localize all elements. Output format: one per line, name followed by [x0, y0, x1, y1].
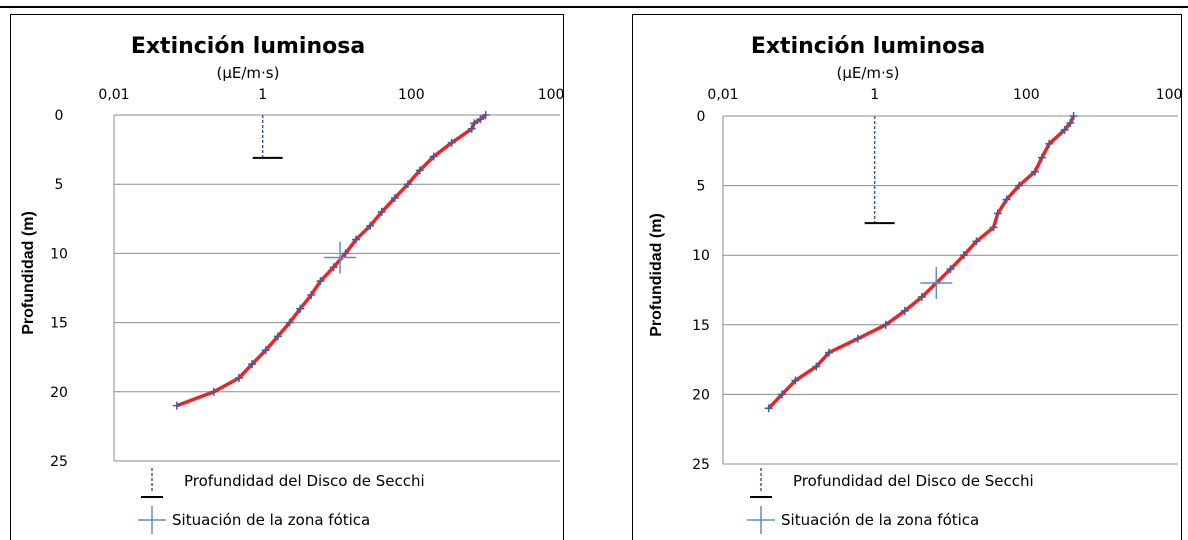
data-point	[341, 249, 350, 258]
data-point	[172, 401, 181, 410]
data-point	[993, 209, 1002, 218]
data-point	[812, 362, 821, 371]
data-point	[329, 263, 338, 272]
data-point	[1002, 195, 1011, 204]
data-point	[989, 223, 998, 232]
x-tick-label: 10000	[538, 87, 563, 103]
data-point	[1069, 112, 1078, 120]
chart-panel-right: Extinción luminosa (µE/m·s) 0 5 10 15 20 25 0,01…	[632, 14, 1182, 540]
data-point	[403, 180, 412, 189]
data-point	[825, 348, 834, 357]
y-axis-label: Profundidad (m)	[648, 213, 665, 337]
y-tick-label: 15	[692, 318, 710, 334]
y-tick-label: 0	[697, 109, 706, 125]
data-point	[881, 320, 890, 329]
x-tick-label: 0,01	[98, 87, 129, 103]
data-point	[470, 119, 479, 128]
y-tick-label: 5	[697, 179, 706, 195]
data-point	[1014, 181, 1023, 190]
data-point	[296, 304, 305, 313]
data-point	[234, 373, 243, 382]
data-point	[248, 360, 257, 369]
data-point	[853, 334, 862, 343]
data-point	[429, 152, 438, 161]
data-point	[209, 387, 218, 396]
data-point	[366, 221, 375, 230]
data-point	[1030, 167, 1039, 176]
y-axis-label: Profundidad (m)	[20, 211, 37, 335]
data-point	[778, 390, 787, 399]
data-point	[1045, 139, 1054, 148]
data-point	[377, 207, 386, 216]
y-tick-label: 10	[50, 246, 68, 262]
chart-subtitle: (µE/m·s)	[217, 64, 280, 82]
top-rule	[0, 6, 1188, 8]
legend-photic-label: Situación de la zona fótica	[781, 511, 979, 529]
x-tick-label: 1	[870, 87, 879, 103]
data-point	[1060, 125, 1069, 134]
chart-title: Extinción luminosa	[131, 34, 365, 59]
data-point	[273, 332, 282, 341]
data-point	[476, 115, 485, 124]
y-tick-label: 5	[55, 177, 64, 193]
y-tick-label: 0	[55, 108, 64, 124]
x-tick-label: 10000	[1156, 87, 1181, 103]
legend-secchi-label: Profundidad del Disco de Secchi	[793, 472, 1034, 490]
data-point	[316, 277, 325, 286]
data-point	[415, 166, 424, 175]
legend-photic-label: Situación de la zona fótica	[172, 511, 370, 529]
data-point	[447, 138, 456, 147]
data-point	[481, 111, 490, 119]
x-tick-label: 0,01	[707, 87, 738, 103]
data-point	[467, 124, 476, 133]
data-point	[791, 376, 800, 385]
data-point	[900, 306, 909, 315]
data-point	[1066, 118, 1075, 127]
data-point	[959, 251, 968, 260]
data-point	[764, 404, 773, 413]
x-tick-label: 100	[1013, 87, 1040, 103]
series-line	[176, 113, 487, 408]
y-tick-label: 25	[50, 454, 68, 470]
y-tick-label: 20	[50, 385, 68, 401]
chart-panel-left: Extinción luminosa (µE/m·s) 0 5 10 15 20 25 0,01…	[10, 14, 564, 540]
y-tick-label: 20	[692, 387, 710, 403]
legend-secchi-label: Profundidad del Disco de Secchi	[184, 472, 425, 490]
chart-right: Extinción luminosa (µE/m·s) 0 5 10 15 20 25 0,01…	[648, 34, 1181, 534]
chart-title: Extinción luminosa	[751, 34, 985, 59]
data-point	[972, 237, 981, 246]
series-line	[767, 115, 1076, 410]
data-point	[285, 318, 294, 327]
data-point	[351, 235, 360, 244]
y-tick-label: 25	[692, 457, 710, 473]
data-point	[390, 194, 399, 203]
data-point	[1037, 153, 1046, 162]
x-tick-label: 1	[258, 87, 267, 103]
y-tick-label: 10	[692, 248, 710, 264]
data-point	[917, 292, 926, 301]
data-point	[307, 290, 316, 299]
data-point	[946, 265, 955, 274]
chart-subtitle: (µE/m·s)	[837, 64, 900, 82]
data-point	[261, 346, 270, 355]
chart-left: Extinción luminosa (µE/m·s) 0 5 10 15 20 25 0,01…	[20, 34, 563, 534]
x-tick-label: 100	[398, 87, 425, 103]
y-tick-label: 15	[50, 316, 68, 332]
